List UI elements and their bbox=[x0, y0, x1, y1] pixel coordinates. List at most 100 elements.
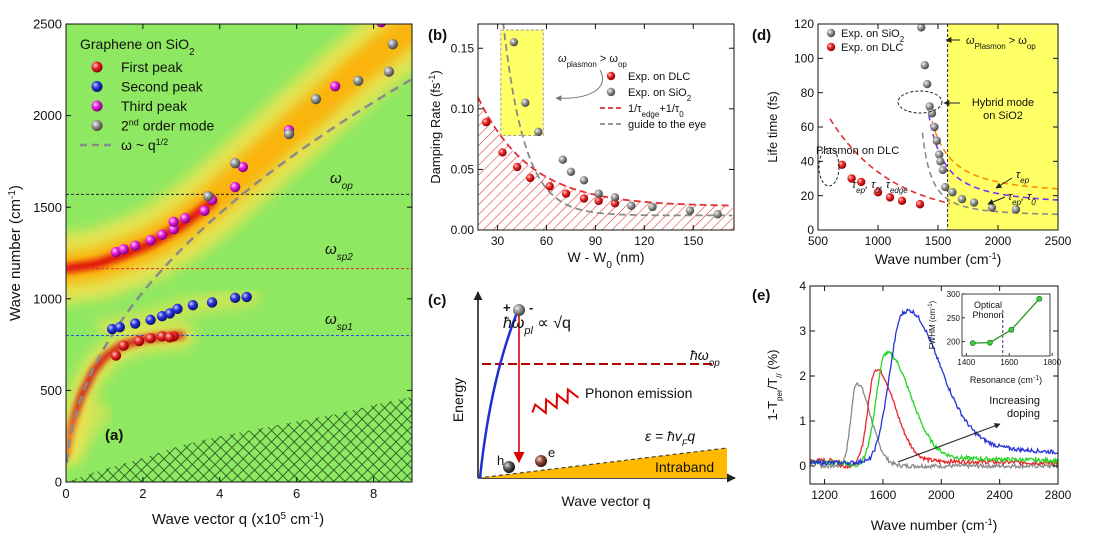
data-point bbox=[145, 314, 156, 326]
x-tick-label: 1500 bbox=[925, 234, 952, 248]
legend-marker bbox=[91, 81, 103, 92]
plasmon-on-dlc-ellipse bbox=[818, 147, 840, 187]
data-point bbox=[857, 177, 866, 187]
x-tick-label: 120 bbox=[634, 234, 654, 248]
legend-label: guide to the eye bbox=[628, 119, 706, 131]
data-point bbox=[923, 79, 932, 89]
plasmon-on-dlc-label: Plasmon on DLC bbox=[816, 145, 899, 157]
data-point bbox=[241, 291, 252, 303]
y-tick-label: 0 bbox=[55, 475, 62, 490]
data-point bbox=[1011, 205, 1021, 214]
inset-x-tick-label: 1400 bbox=[957, 358, 975, 367]
panel-a: 0 2 4 6 8 0 500 1000 1500 2000 2500 Graphene on Si… bbox=[7, 17, 413, 528]
panel-c: (c) + - h e ħωpl ∝ √q ħωop Phonon emissi… bbox=[428, 291, 736, 509]
panel-a-title: Graphene on SiO2 bbox=[80, 36, 195, 58]
data-point bbox=[930, 122, 939, 132]
intraband-region bbox=[478, 448, 727, 478]
optical-phonon-label: ħωop bbox=[690, 347, 720, 369]
tau-ep-curve bbox=[931, 121, 1058, 190]
panel-b: 30 60 90 120 150 0.00 0.05 0.10 0.15 (b) ωplasmo… bbox=[427, 23, 735, 271]
data-point bbox=[509, 37, 519, 47]
y-tick-label: 500 bbox=[40, 383, 62, 398]
x-tick-label: 2 bbox=[139, 486, 146, 501]
x-tick-label: 150 bbox=[683, 234, 703, 248]
panel-d-fit-curves bbox=[829, 24, 1058, 230]
data-point bbox=[130, 240, 141, 251]
tau-ep0-arrow bbox=[987, 196, 1006, 205]
data-point bbox=[925, 102, 934, 111]
hybrid-mode-ellipse bbox=[897, 90, 943, 114]
data-point bbox=[915, 200, 925, 209]
panel-b-ylabel: Damping Rate (fs-1) bbox=[427, 70, 443, 184]
hybrid-mode-label-1: Hybrid mode bbox=[972, 97, 1034, 109]
intraband-dispersion-label: ε = ħvFq bbox=[645, 428, 695, 448]
hole-label: h bbox=[497, 453, 504, 468]
data-point bbox=[897, 196, 907, 206]
panel-a-reference-lines bbox=[66, 78, 412, 464]
panel-c-label: (c) bbox=[428, 292, 446, 309]
x-tick-label: 0 bbox=[62, 486, 69, 501]
phonon-wave-icon bbox=[531, 387, 580, 415]
data-point bbox=[310, 93, 322, 105]
hole-particle-icon bbox=[503, 461, 515, 473]
y-tick-label: 1500 bbox=[33, 200, 62, 215]
y-tick-label: 0.15 bbox=[451, 41, 475, 55]
legend-label: Third peak bbox=[121, 98, 188, 114]
legend-marker bbox=[606, 87, 616, 97]
tau-combo-label: τep, τ0, τedge bbox=[852, 179, 908, 195]
data-point bbox=[229, 158, 241, 169]
doping-label-1: Increasing bbox=[989, 395, 1040, 407]
data-point bbox=[168, 223, 179, 235]
legend-marker bbox=[91, 100, 103, 112]
panel-b-highlight-box bbox=[500, 29, 544, 136]
panel-d-ylabel: Life time (fs) bbox=[765, 91, 780, 163]
inset-title-2: Phonon bbox=[972, 310, 1003, 320]
panel-d: 500 1000 1500 2000 2500 0 20 40 60 80 100 120 (d) E… bbox=[752, 17, 1072, 267]
panel-e-xlabel: Wave number (cm-1) bbox=[871, 517, 998, 533]
data-point bbox=[561, 189, 571, 198]
tau-ep-arrow bbox=[995, 177, 1013, 189]
y-tick-label: 1000 bbox=[33, 291, 62, 306]
data-point bbox=[199, 205, 210, 217]
data-point bbox=[545, 182, 554, 191]
y-tick-label: 3 bbox=[799, 324, 806, 338]
panel-c-ylabel: Energy bbox=[450, 378, 466, 422]
hybrid-mode-label-2: on SiO2 bbox=[983, 110, 1023, 122]
omega-sp1-label: ωsp1 bbox=[325, 311, 353, 333]
legend-label: Exp. on SiO2 bbox=[628, 87, 692, 103]
data-point bbox=[566, 167, 576, 177]
x-tick-label: 30 bbox=[491, 234, 505, 248]
data-point bbox=[932, 136, 941, 145]
inset-title-1: Optical bbox=[974, 300, 1002, 310]
panel-a-markers bbox=[106, 24, 398, 361]
inset-point bbox=[1036, 295, 1043, 302]
legend-marker bbox=[91, 61, 103, 73]
data-point bbox=[610, 193, 620, 202]
doping-arrow bbox=[897, 423, 1001, 463]
data-point bbox=[164, 308, 175, 319]
panel-e-inset: 1400 1600 1800 200 250 300 Optical Phonon Res… bbox=[928, 290, 1062, 385]
spectrum-line bbox=[810, 368, 1058, 470]
y-tick-label: 80 bbox=[801, 86, 815, 100]
data-point bbox=[610, 199, 620, 208]
spectrum-line bbox=[810, 349, 1058, 468]
plus-sign: + bbox=[503, 300, 511, 315]
panel-a-label: (a) bbox=[105, 427, 123, 444]
data-point bbox=[648, 202, 657, 212]
data-point bbox=[558, 155, 567, 164]
spectrum-line bbox=[810, 308, 1058, 467]
gray-guide-curve bbox=[502, 24, 733, 217]
panel-a-hatched-region bbox=[66, 396, 412, 482]
data-point bbox=[594, 196, 603, 206]
data-point bbox=[164, 332, 175, 343]
panel-e-frame bbox=[809, 285, 1059, 485]
x-tick-label: 2000 bbox=[928, 488, 955, 502]
data-point bbox=[229, 292, 241, 304]
panel-b-fit-curves bbox=[478, 24, 733, 217]
y-tick-label: 120 bbox=[794, 17, 814, 31]
data-point bbox=[168, 216, 179, 228]
inset-x-tick-label: 1600 bbox=[1000, 358, 1018, 367]
x-tick-label: 500 bbox=[808, 234, 828, 248]
data-point bbox=[948, 188, 957, 197]
